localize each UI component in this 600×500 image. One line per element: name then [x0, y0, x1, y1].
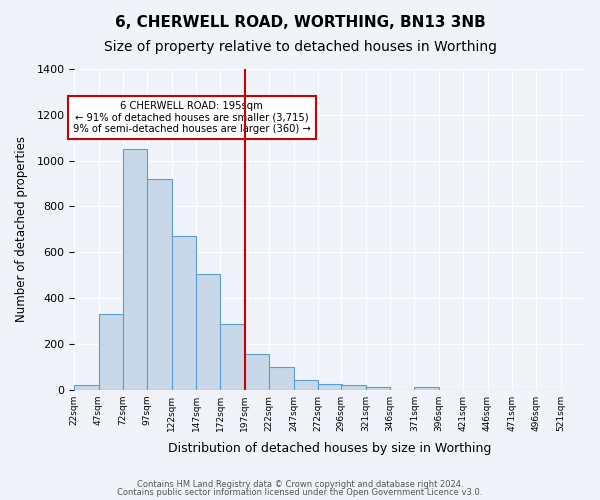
Bar — [365, 388, 390, 390]
Bar — [196, 274, 220, 390]
Bar — [245, 354, 269, 390]
Bar — [147, 179, 172, 390]
Bar — [269, 366, 293, 390]
X-axis label: Distribution of detached houses by size in Worthing: Distribution of detached houses by size … — [168, 442, 491, 455]
Bar — [293, 380, 318, 390]
Text: 6 CHERWELL ROAD: 195sqm
← 91% of detached houses are smaller (3,715)
9% of semi-: 6 CHERWELL ROAD: 195sqm ← 91% of detache… — [73, 101, 311, 134]
Text: Contains HM Land Registry data © Crown copyright and database right 2024.: Contains HM Land Registry data © Crown c… — [137, 480, 463, 489]
Bar — [74, 385, 98, 390]
Bar — [98, 314, 123, 390]
Bar — [220, 324, 245, 390]
Bar — [415, 387, 439, 390]
Bar — [318, 384, 342, 390]
Bar — [172, 236, 196, 390]
Text: Contains public sector information licensed under the Open Government Licence v3: Contains public sector information licen… — [118, 488, 482, 497]
Text: Size of property relative to detached houses in Worthing: Size of property relative to detached ho… — [104, 40, 497, 54]
Y-axis label: Number of detached properties: Number of detached properties — [15, 136, 28, 322]
Text: 6, CHERWELL ROAD, WORTHING, BN13 3NB: 6, CHERWELL ROAD, WORTHING, BN13 3NB — [115, 15, 485, 30]
Bar — [123, 149, 147, 390]
Bar — [341, 385, 365, 390]
